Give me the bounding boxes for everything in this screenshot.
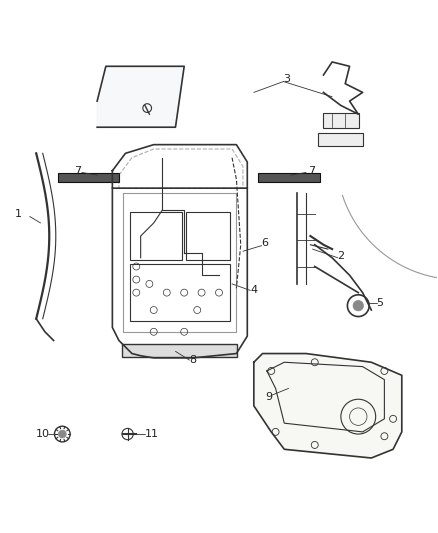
- Text: 4: 4: [250, 286, 258, 295]
- Text: 5: 5: [377, 298, 384, 309]
- FancyBboxPatch shape: [57, 173, 119, 182]
- Circle shape: [58, 430, 66, 438]
- Text: 11: 11: [145, 429, 159, 439]
- Text: 10: 10: [36, 429, 50, 439]
- FancyBboxPatch shape: [122, 344, 237, 357]
- Text: 6: 6: [261, 238, 268, 247]
- Text: 2: 2: [337, 251, 344, 261]
- Text: 1: 1: [15, 209, 22, 219]
- Text: 7: 7: [308, 166, 315, 176]
- Text: 7: 7: [74, 166, 81, 176]
- FancyBboxPatch shape: [258, 173, 320, 182]
- Polygon shape: [254, 353, 402, 458]
- FancyBboxPatch shape: [318, 133, 364, 146]
- FancyBboxPatch shape: [322, 114, 359, 128]
- Text: 9: 9: [265, 392, 272, 402]
- Text: 3: 3: [283, 75, 290, 84]
- Polygon shape: [97, 66, 184, 127]
- Text: 8: 8: [189, 355, 197, 365]
- Circle shape: [353, 301, 364, 311]
